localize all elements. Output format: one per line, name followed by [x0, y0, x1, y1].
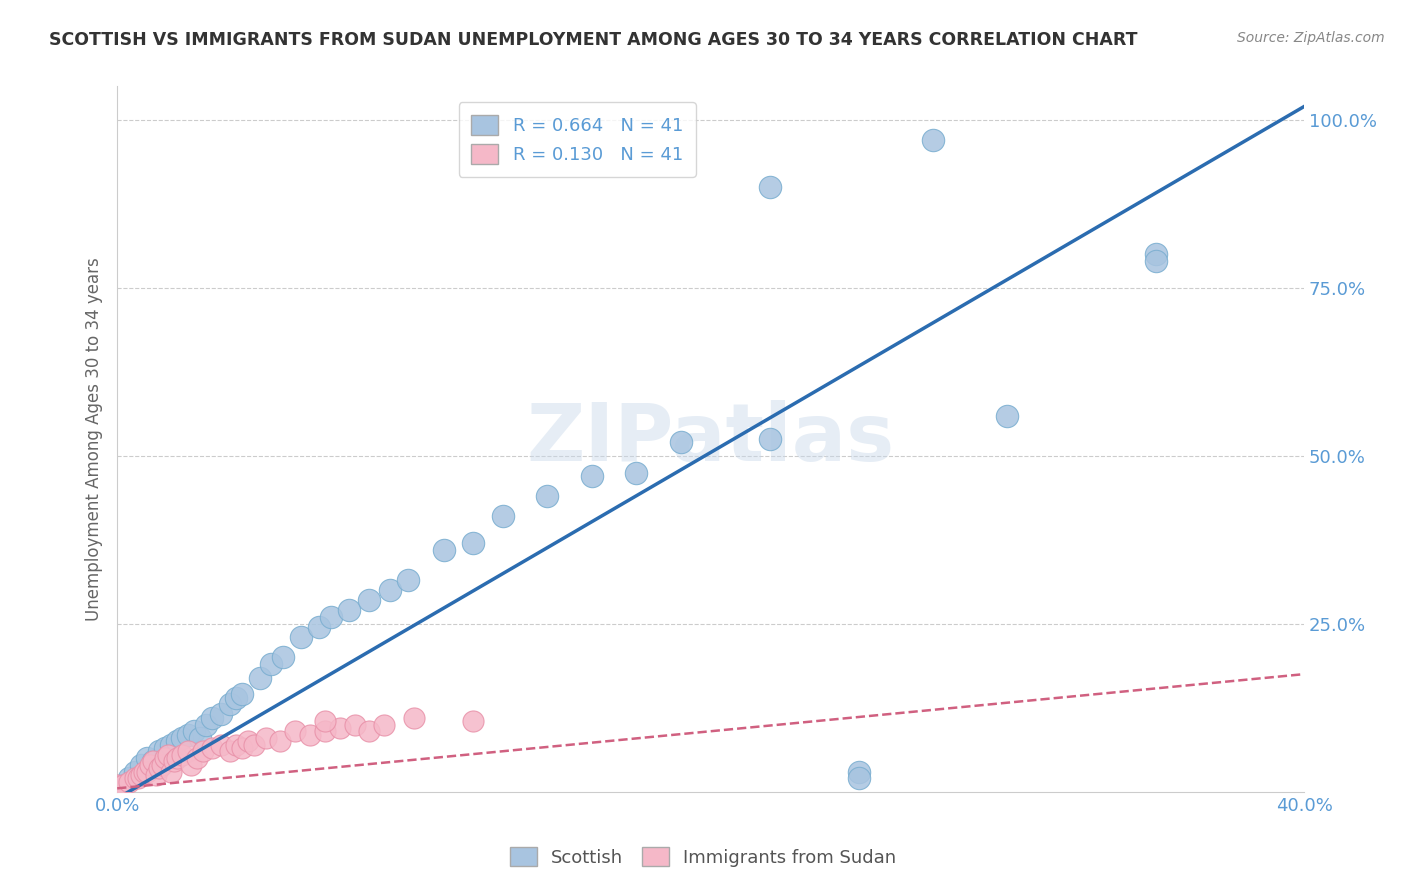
Point — [162, 755, 184, 769]
Point — [142, 755, 165, 769]
Point — [343, 717, 366, 731]
Point — [124, 764, 146, 779]
Point — [166, 734, 188, 748]
Point — [273, 650, 295, 665]
Text: Source: ZipAtlas.com: Source: ZipAtlas.com — [1237, 31, 1385, 45]
Point — [148, 744, 170, 758]
Point — [848, 771, 870, 785]
Point — [432, 542, 454, 557]
Point — [177, 744, 200, 758]
Point — [127, 771, 149, 785]
Point — [314, 714, 336, 728]
Point — [373, 717, 395, 731]
Point — [319, 610, 342, 624]
Point — [166, 751, 188, 765]
Point — [132, 764, 155, 779]
Text: ZIPatlas: ZIPatlas — [526, 400, 894, 478]
Point — [492, 509, 515, 524]
Point — [186, 751, 208, 765]
Point — [284, 724, 307, 739]
Point — [254, 731, 277, 745]
Point — [396, 573, 419, 587]
Point — [180, 757, 202, 772]
Point — [159, 738, 181, 752]
Point — [159, 764, 181, 779]
Point — [195, 717, 218, 731]
Point — [231, 741, 253, 756]
Point — [260, 657, 283, 671]
Point — [236, 734, 259, 748]
Point — [308, 620, 330, 634]
Point — [183, 724, 205, 739]
Point — [242, 738, 264, 752]
Point — [219, 744, 242, 758]
Point — [153, 741, 176, 756]
Point — [112, 778, 135, 792]
Point — [124, 771, 146, 785]
Point — [1144, 254, 1167, 268]
Point — [922, 133, 945, 147]
Point — [290, 630, 312, 644]
Point — [626, 466, 648, 480]
Point — [299, 728, 322, 742]
Point — [329, 721, 352, 735]
Point — [1144, 247, 1167, 261]
Point — [581, 469, 603, 483]
Point — [402, 711, 425, 725]
Point — [172, 747, 194, 762]
Point — [153, 751, 176, 765]
Point — [359, 593, 381, 607]
Point — [219, 698, 242, 712]
Point — [156, 747, 179, 762]
Point — [669, 435, 692, 450]
Point — [177, 728, 200, 742]
Point — [188, 731, 211, 745]
Y-axis label: Unemployment Among Ages 30 to 34 years: Unemployment Among Ages 30 to 34 years — [86, 257, 103, 621]
Point — [129, 757, 152, 772]
Point — [135, 751, 157, 765]
Point — [148, 761, 170, 775]
Point — [249, 671, 271, 685]
Point — [201, 711, 224, 725]
Point — [337, 603, 360, 617]
Point — [359, 724, 381, 739]
Point — [209, 707, 232, 722]
Point — [759, 180, 782, 194]
Point — [193, 744, 215, 758]
Point — [848, 764, 870, 779]
Point — [269, 734, 291, 748]
Point — [118, 771, 141, 785]
Legend: R = 0.664   N = 41, R = 0.130   N = 41: R = 0.664 N = 41, R = 0.130 N = 41 — [458, 103, 696, 177]
Point — [995, 409, 1018, 423]
Point — [105, 778, 128, 792]
Point — [172, 731, 194, 745]
Point — [118, 774, 141, 789]
Legend: Scottish, Immigrants from Sudan: Scottish, Immigrants from Sudan — [502, 840, 904, 874]
Point — [139, 757, 162, 772]
Point — [150, 757, 173, 772]
Point — [225, 738, 247, 752]
Point — [112, 778, 135, 792]
Point — [231, 687, 253, 701]
Point — [380, 583, 402, 598]
Point — [536, 489, 558, 503]
Point — [463, 536, 485, 550]
Text: SCOTTISH VS IMMIGRANTS FROM SUDAN UNEMPLOYMENT AMONG AGES 30 TO 34 YEARS CORRELA: SCOTTISH VS IMMIGRANTS FROM SUDAN UNEMPL… — [49, 31, 1137, 49]
Point — [135, 764, 157, 779]
Point — [142, 755, 165, 769]
Point — [314, 724, 336, 739]
Point — [145, 768, 167, 782]
Point — [225, 690, 247, 705]
Point — [209, 738, 232, 752]
Point — [201, 741, 224, 756]
Point — [463, 714, 485, 728]
Point — [129, 768, 152, 782]
Point — [759, 432, 782, 446]
